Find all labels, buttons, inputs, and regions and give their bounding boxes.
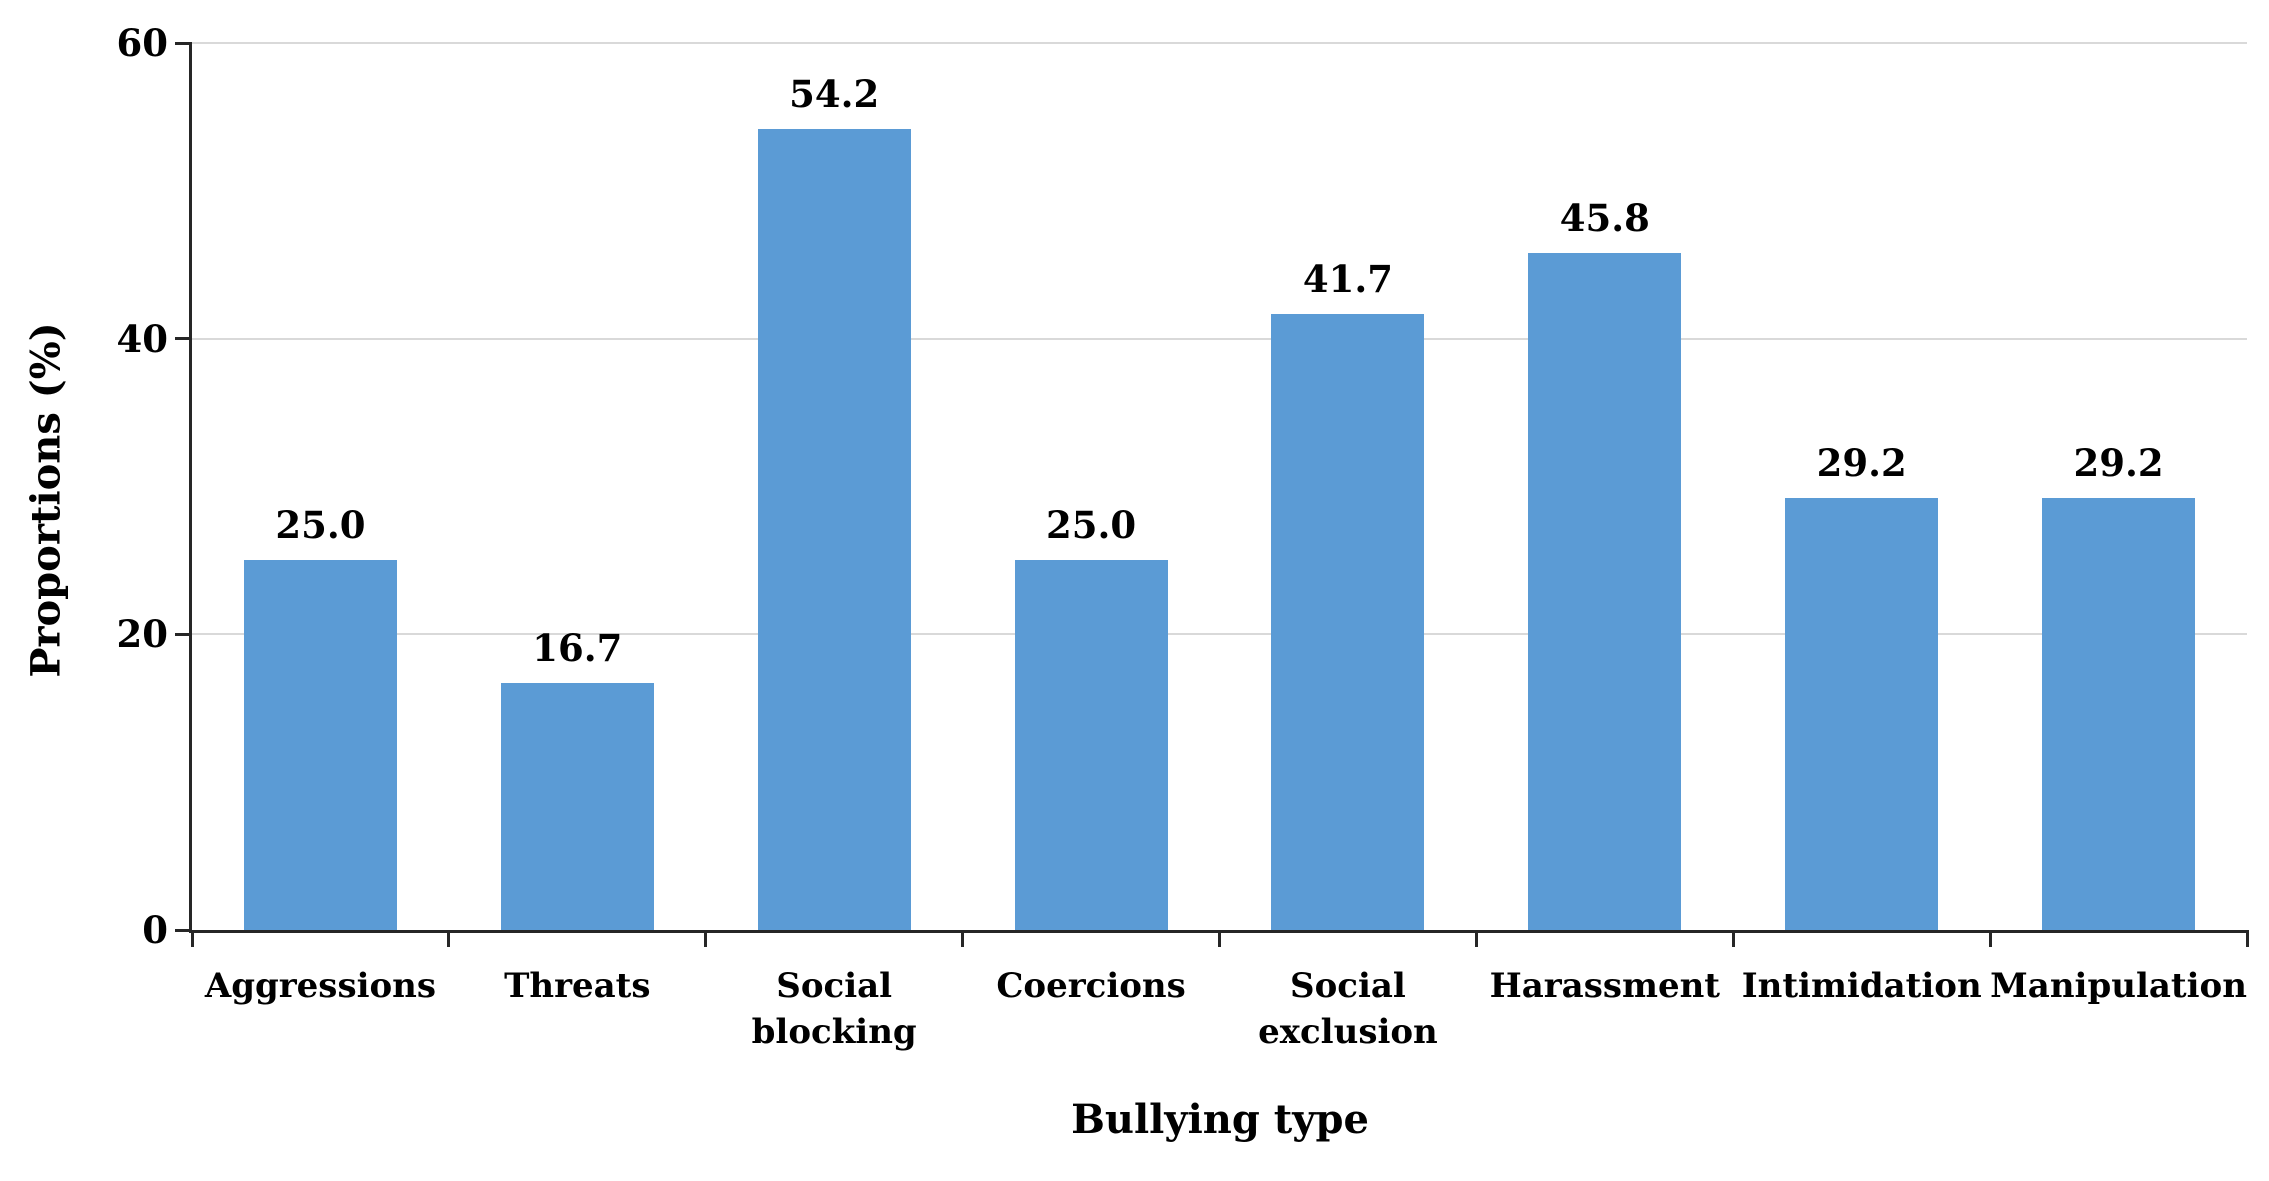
x-tick-label: Intimidation bbox=[1741, 966, 1982, 1006]
bar bbox=[1271, 313, 1425, 930]
bar-value-label: 54.2 bbox=[789, 71, 880, 116]
bar-value-label: 25.0 bbox=[275, 503, 366, 548]
bar bbox=[1528, 252, 1682, 930]
bar-value-label: 16.7 bbox=[532, 626, 623, 671]
x-tick-mark bbox=[447, 930, 451, 947]
x-tick-label: Manipulation bbox=[1990, 966, 2247, 1006]
gridline bbox=[192, 337, 2247, 340]
y-tick-label: 20 bbox=[116, 612, 169, 657]
y-tick-mark bbox=[175, 41, 192, 45]
x-tick-label: Threats bbox=[504, 966, 651, 1006]
bar bbox=[757, 128, 911, 930]
gridline bbox=[192, 42, 2247, 44]
x-tick-mark bbox=[1218, 930, 1221, 947]
x-tick-mark bbox=[1731, 930, 1735, 947]
y-tick-label: 60 bbox=[116, 21, 169, 65]
x-tick-mark bbox=[704, 930, 708, 947]
y-tick-label: 0 bbox=[142, 908, 168, 952]
bar-value-label: 45.8 bbox=[1559, 195, 1650, 240]
x-tick-mark bbox=[1988, 930, 1992, 947]
bar bbox=[2042, 498, 2196, 930]
bar bbox=[1785, 498, 1939, 930]
y-tick-mark bbox=[175, 337, 192, 341]
bar-value-label: 29.2 bbox=[1816, 441, 1907, 486]
x-tick-mark bbox=[190, 930, 194, 947]
x-tick-mark bbox=[2245, 930, 2249, 947]
x-axis-line bbox=[189, 930, 2247, 933]
x-tick-label: Coercions bbox=[996, 966, 1186, 1006]
bar bbox=[1014, 560, 1168, 930]
x-tick-label: Harassment bbox=[1489, 966, 1721, 1006]
y-tick-mark bbox=[175, 928, 192, 932]
x-tick-label: Social exclusion bbox=[1258, 966, 1438, 1052]
y-tick-label: 40 bbox=[116, 316, 169, 361]
bar-value-label: 41.7 bbox=[1302, 256, 1393, 301]
bar-value-label: 29.2 bbox=[2073, 441, 2164, 486]
x-tick-mark bbox=[1474, 930, 1478, 947]
y-tick-mark bbox=[175, 632, 192, 636]
x-tick-mark bbox=[961, 930, 965, 947]
y-axis-line bbox=[189, 43, 192, 933]
x-tick-label: Social blocking bbox=[751, 966, 917, 1052]
x-tick-label: Aggressions bbox=[204, 966, 437, 1006]
bar-value-label: 25.0 bbox=[1046, 503, 1137, 548]
gridline bbox=[192, 633, 2247, 636]
bar bbox=[243, 560, 397, 930]
x-axis-title: Bullying type bbox=[1071, 1096, 1369, 1143]
bar bbox=[500, 683, 654, 930]
